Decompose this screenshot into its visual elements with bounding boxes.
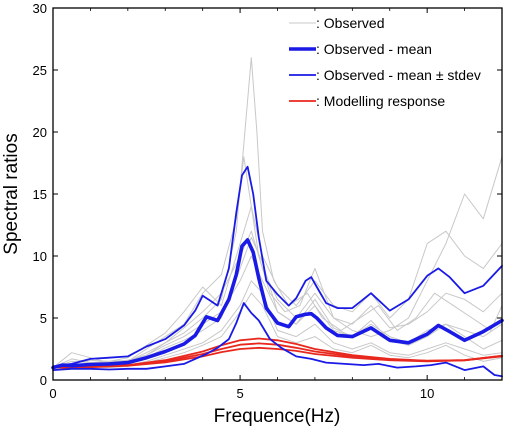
x-tick-label: 5 [236, 386, 243, 401]
series-line-observed-7 [52, 205, 503, 369]
y-axis-title: Spectral ratios [1, 133, 22, 254]
series-line-observed-9 [52, 230, 503, 369]
x-tick-label: 0 [49, 386, 56, 401]
model-series-group [52, 337, 503, 369]
legend-label: : Observed - mean [316, 41, 432, 57]
y-tick-label: 20 [33, 125, 47, 140]
y-tick-label: 30 [33, 1, 47, 16]
legend-label: : Observed [316, 15, 384, 31]
legend-label: : Modelling response [316, 93, 445, 109]
x-axis-title: Frequence(Hz) [214, 406, 341, 427]
y-tick-label: 15 [33, 187, 47, 202]
series-line-upper-1 [52, 165, 503, 368]
series-line-model-13 [52, 346, 503, 369]
x-tick-label: 10 [420, 386, 434, 401]
axis-tick-labels: 0 5 10 0 5 10 15 20 25 30 [33, 1, 435, 401]
legend-label: : Observed - mean ± stdev [316, 67, 481, 83]
y-tick-label: 0 [40, 373, 47, 388]
mean-series-group [51, 238, 504, 370]
legend: : Observed : Observed - mean : Observed - … [289, 15, 481, 109]
series-line-lower-2 [52, 302, 503, 378]
axis-ticks [52, 7, 502, 381]
series-line-mean-0 [51, 238, 504, 370]
stdev-series-group [52, 165, 503, 378]
y-tick-label: 10 [33, 249, 47, 264]
y-tick-label: 25 [33, 63, 47, 78]
y-tick-label: 5 [40, 311, 47, 326]
series-line-observed-10 [52, 255, 503, 369]
